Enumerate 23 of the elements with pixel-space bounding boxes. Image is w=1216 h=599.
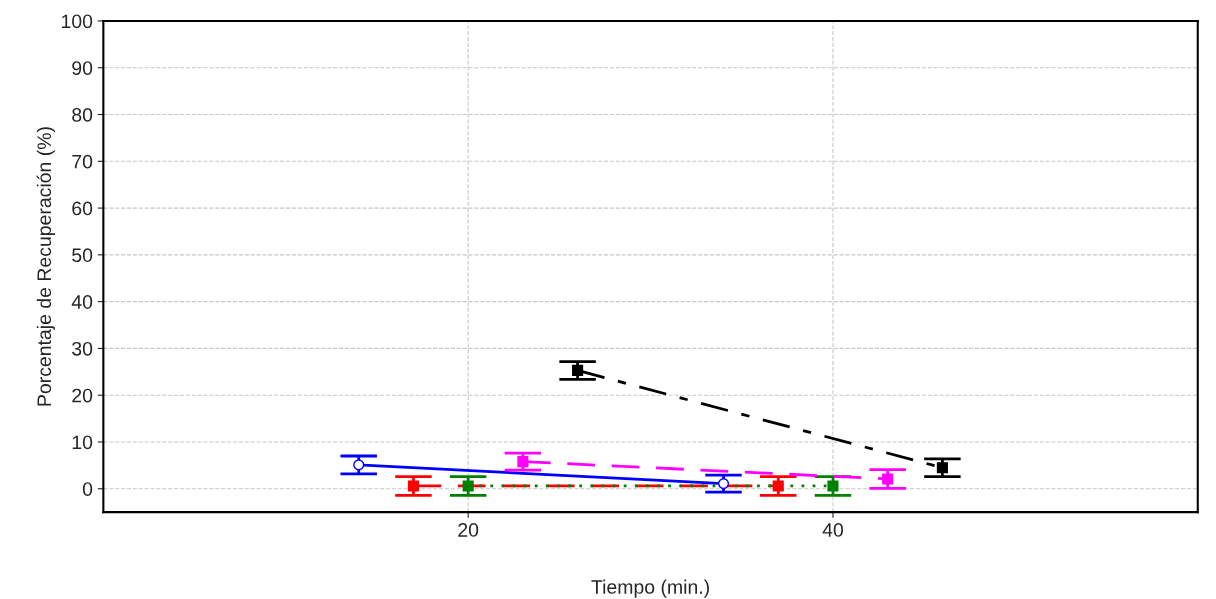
point [936,462,948,474]
point [462,480,474,492]
y-tick-label: 70 [72,154,93,169]
y-axis-title: Porcentaje de Recuperación (%) [36,127,55,406]
point [827,480,839,492]
point [717,478,730,490]
point [353,459,365,471]
point [882,473,894,485]
y-tick-label: 80 [72,107,93,122]
y-tick-label: 100 [61,14,93,29]
y-tick-label: 0 [82,482,93,496]
point [572,364,584,376]
y-tick-label: 50 [72,248,93,263]
x-axis-title: Tiempo (min.) [591,579,709,598]
y-tick-label: 10 [72,435,93,450]
y-tick-label: 40 [71,295,93,309]
point [407,480,419,492]
y-tick-label: 60 [72,201,93,216]
point [772,480,784,492]
y-tick-label: 20 [72,388,93,403]
y-tick-label: 90 [72,61,93,75]
point [517,456,529,468]
y-tick-label: 30 [72,341,93,356]
